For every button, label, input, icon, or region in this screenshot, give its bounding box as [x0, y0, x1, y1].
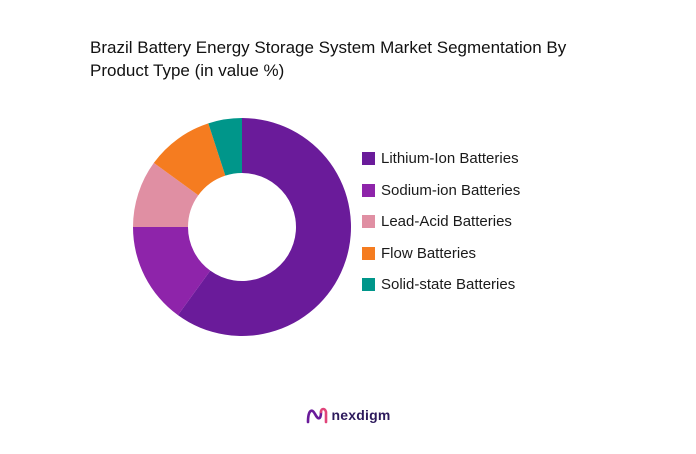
brand-name: nexdigm [331, 407, 391, 423]
legend-swatch [362, 152, 375, 165]
slice-lead-acid-batteries [133, 162, 199, 227]
brand-footer: nexdigm [0, 406, 696, 424]
legend-label: Solid-state Batteries [381, 276, 516, 293]
legend-label: Flow Batteries [381, 244, 477, 262]
legend-label: Lead-Acid Batteries [381, 213, 512, 230]
legend-item: Solid-state Batteries [362, 274, 520, 295]
legend-label: Sodium-ion Batteries [381, 181, 521, 199]
legend-item: Flow Batteries [362, 243, 520, 264]
slice-flow-batteries [153, 123, 226, 196]
chart-legend: Lithium-Ion Batteries Sodium-ion Batterie… [362, 148, 520, 306]
nexdigm-logo-icon [306, 407, 327, 424]
chart-title: Brazil Battery Energy Storage System Mar… [90, 38, 567, 80]
legend-swatch [362, 246, 375, 260]
slice-lithium-ion-batteries [177, 118, 352, 336]
legend-swatch [362, 278, 375, 291]
legend-swatch [362, 215, 375, 228]
legend-swatch [362, 183, 375, 197]
slice-sodium-ion-batteries [133, 227, 211, 316]
slice-solid-state-batteries [208, 118, 242, 176]
legend-label: Lithium-Ion Batteries [381, 150, 519, 167]
donut-chart [133, 118, 352, 336]
legend-item: Lithium-Ion Batteries [362, 148, 520, 169]
legend-item: Sodium-ion Batteries [362, 180, 520, 201]
legend-item: Lead-Acid Batteries [362, 211, 520, 232]
